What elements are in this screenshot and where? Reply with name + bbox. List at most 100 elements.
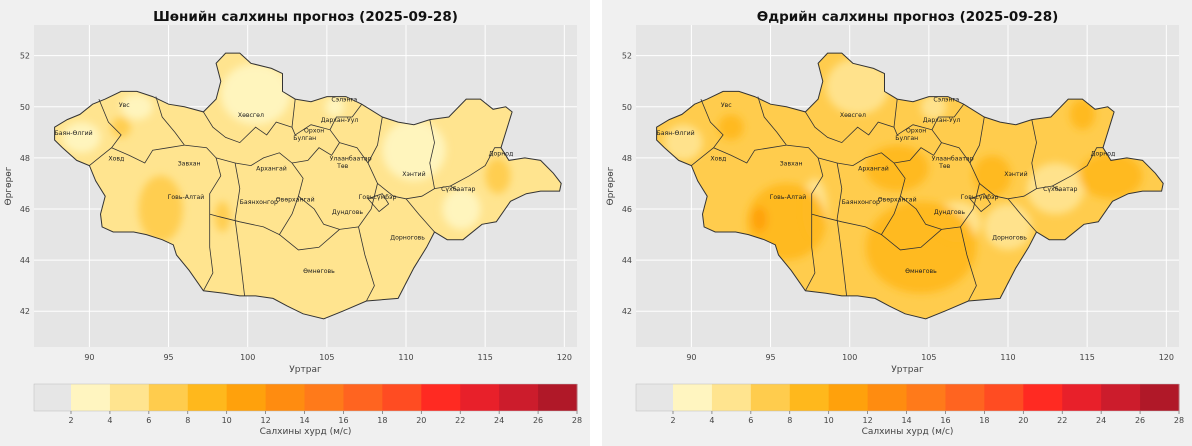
region-label: Баянхонгор: [240, 199, 278, 206]
colorbar-tick-label: 8: [185, 416, 190, 425]
wind-hotspot: [1079, 152, 1143, 199]
wind-hotspot: [1069, 99, 1096, 130]
region-label: Дундговь: [934, 209, 966, 216]
region-boundary: [234, 162, 245, 296]
y-tick-label: 42: [20, 307, 30, 316]
region-label: Дорнод: [1091, 150, 1116, 157]
region-label: Дархан-Уул: [321, 117, 359, 124]
colorbar-tick-label: 26: [1135, 416, 1145, 425]
colorbar-tick-label: 14: [299, 416, 309, 425]
colorbar-segment: [711, 384, 752, 411]
colorbar-label: Салхины хурд (м/с): [862, 427, 954, 437]
calm-area: [984, 203, 1032, 250]
night-forecast-panel: Шөнийн салхины прогноз (2025-09-28) Увс Ба…: [0, 0, 590, 446]
colorbar-segment: [460, 384, 500, 411]
x-tick-label: 105: [921, 353, 936, 362]
region-label: Завхан: [178, 161, 201, 168]
colorbar-tick-label: 16: [338, 416, 348, 425]
region-boundary: [203, 99, 296, 144]
region-label: Увс: [721, 102, 732, 109]
region-label: Төв: [336, 163, 349, 170]
region-label: Орхон: [304, 127, 324, 134]
calm-area: [442, 188, 481, 230]
calm-area: [382, 119, 446, 181]
colorbar-tick-label: 6: [146, 416, 151, 425]
calm-area: [825, 58, 890, 115]
colorbar-segment: [984, 384, 1024, 411]
colorbar-segment: [71, 384, 111, 411]
colorbar-segment: [34, 384, 71, 411]
y-tick-label: 46: [20, 205, 30, 214]
region-boundary: [969, 193, 992, 213]
wind-hotspot: [214, 201, 231, 233]
wind-hotspot: [485, 157, 511, 194]
colorbar-segment: [226, 384, 267, 411]
region-boundary: [405, 198, 435, 233]
x-tick-label: 120: [557, 353, 572, 362]
region-label: Говь-Алтай: [770, 193, 807, 201]
region-boundary: [836, 162, 847, 296]
y-tick-label: 44: [622, 256, 632, 265]
region-label: Дархан-Уул: [923, 117, 961, 124]
x-tick-label: 100: [842, 353, 857, 362]
region-boundary: [429, 119, 435, 189]
region-label: Ховд: [108, 155, 124, 162]
region-label: Говьсүмбэр: [359, 193, 397, 201]
chart-title: Шөнийн салхины прогноз (2025-09-28): [153, 9, 458, 25]
region-boundary: [89, 98, 122, 166]
colorbar-tick-label: 10: [222, 416, 232, 425]
y-axis-label: Өргөрөг: [4, 166, 14, 205]
region-boundary: [811, 213, 895, 236]
region-boundary: [215, 152, 304, 215]
y-tick-label: 52: [622, 52, 632, 61]
colorbar-segment: [867, 384, 908, 411]
colorbar-segment: [499, 384, 539, 411]
colorbar-tick-label: 20: [1018, 416, 1028, 425]
calm-area: [62, 122, 101, 153]
calm-area: [121, 94, 153, 120]
colorbar-label: Салхины хурд (м/с): [260, 427, 352, 437]
colorbar-segment: [945, 384, 985, 411]
colorbar-segment: [906, 384, 946, 411]
region-boundary: [713, 144, 787, 164]
y-tick-label: 44: [20, 256, 30, 265]
colorbar-segment: [382, 384, 422, 411]
colorbar-tick-label: 14: [901, 416, 911, 425]
colorbar-segment: [1140, 384, 1180, 411]
wind-hotspot: [751, 206, 768, 233]
colorbar-tick-label: 10: [824, 416, 834, 425]
x-tick-label: 115: [1080, 353, 1095, 362]
colorbar-tick-label: 4: [709, 416, 714, 425]
x-tick-label: 110: [398, 353, 413, 362]
colorbar-tick-label: 28: [1174, 416, 1184, 425]
region-boundary: [931, 103, 965, 130]
colorbar-tick-label: 12: [863, 416, 873, 425]
region-boundary: [960, 226, 977, 302]
region-label: Өвөрхангай: [276, 195, 315, 203]
region-boundary: [969, 116, 985, 164]
colorbar-frame: [33, 383, 578, 412]
region-label: Говь-Алтай: [168, 193, 205, 201]
region-label: Сүхбаатар: [1043, 185, 1077, 193]
region-label: Өвөрхангай: [878, 195, 917, 203]
region-label: Орхон: [906, 127, 926, 134]
colorbar-tick-label: 8: [787, 416, 792, 425]
region-label: Сэлэнгэ: [933, 97, 959, 104]
region-boundary: [209, 213, 293, 236]
region-boundary: [1031, 119, 1037, 189]
region-boundary: [691, 98, 724, 166]
region-boundary: [805, 99, 898, 144]
wind-hotspot: [138, 175, 183, 243]
wind-field-blur: [62, 63, 511, 243]
country-outline: [54, 52, 562, 320]
colorbar-tick-label: 20: [416, 416, 426, 425]
region-label: Төв: [938, 163, 951, 170]
x-tick-label: 90: [84, 353, 94, 362]
y-tick-label: 46: [622, 205, 632, 214]
y-tick-label: 42: [622, 307, 632, 316]
region-boundary: [900, 142, 980, 230]
region-label: Өмнөговь: [303, 268, 335, 275]
colorbar-segment: [1101, 384, 1141, 411]
colorbar-segment: [673, 384, 713, 411]
y-axis-label: Өргөрөг: [606, 166, 616, 205]
